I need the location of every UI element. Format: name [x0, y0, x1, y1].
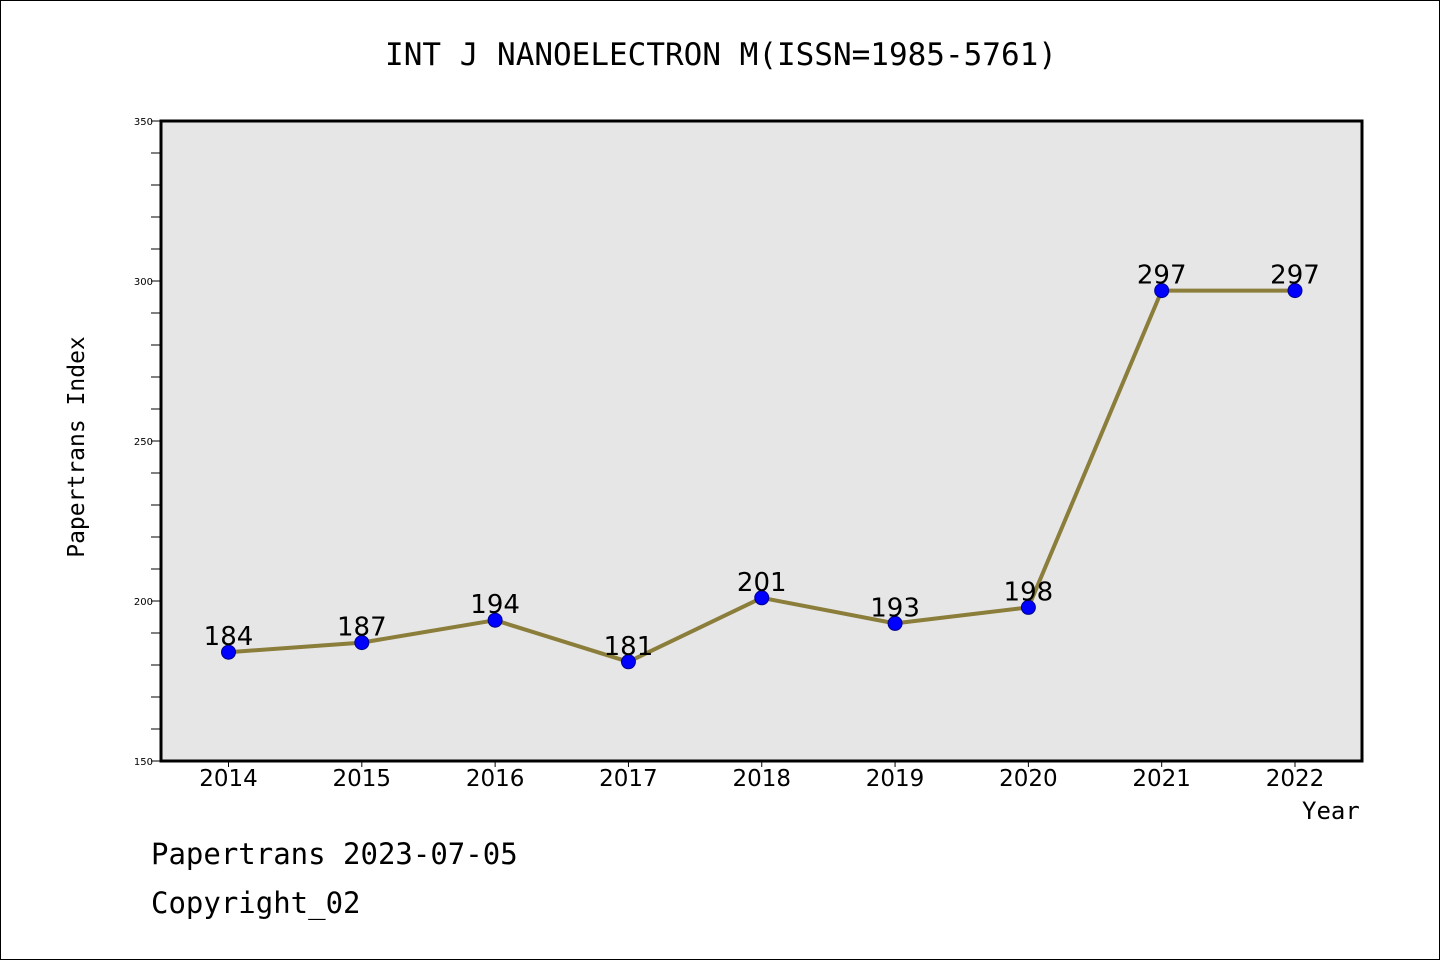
data-label: 201 [737, 568, 787, 598]
data-label: 297 [1270, 261, 1320, 291]
chart-title: INT J NANOELECTRON M(ISSN=1985-5761) [385, 37, 1057, 73]
data-point [221, 644, 236, 660]
x-tick-label: 2022 [1266, 766, 1325, 792]
x-tick-label: 2021 [1132, 766, 1191, 792]
y-tick-label: 250 [134, 437, 153, 448]
data-label: 198 [1004, 577, 1054, 607]
data-point [1020, 599, 1036, 615]
plot-background [161, 121, 1362, 761]
y-tick-label: 350 [134, 117, 153, 128]
data-point [754, 590, 770, 606]
data-point [620, 654, 636, 670]
plot-frame [159, 119, 1364, 763]
x-tick-label: 2020 [999, 766, 1058, 792]
data-label: 181 [604, 632, 654, 662]
data-point [487, 612, 503, 628]
data-point [887, 615, 903, 631]
y-tick-label: 300 [134, 277, 153, 288]
data-label: 194 [470, 590, 520, 620]
data-label: 187 [337, 613, 387, 643]
x-tick-label: 2015 [333, 766, 392, 792]
data-label: 184 [204, 622, 254, 652]
data-label: 193 [870, 593, 920, 623]
y-tick-label: 200 [134, 597, 153, 608]
footer-copyright: Copyright_02 [151, 886, 361, 920]
data-point [1287, 283, 1303, 299]
x-tick-label: 2019 [866, 766, 925, 792]
x-tick-label: 2014 [199, 766, 258, 792]
footer-source: Papertrans 2023-07-05 [151, 837, 518, 871]
x-axis-title: Year [1302, 797, 1360, 825]
data-point [354, 635, 370, 651]
x-tick-label: 2016 [466, 766, 525, 792]
data-label: 297 [1137, 261, 1187, 291]
data-point [1154, 283, 1170, 299]
y-tick-label: 150 [134, 757, 153, 768]
x-tick-label: 2017 [599, 766, 658, 792]
x-tick-label: 2018 [732, 766, 791, 792]
